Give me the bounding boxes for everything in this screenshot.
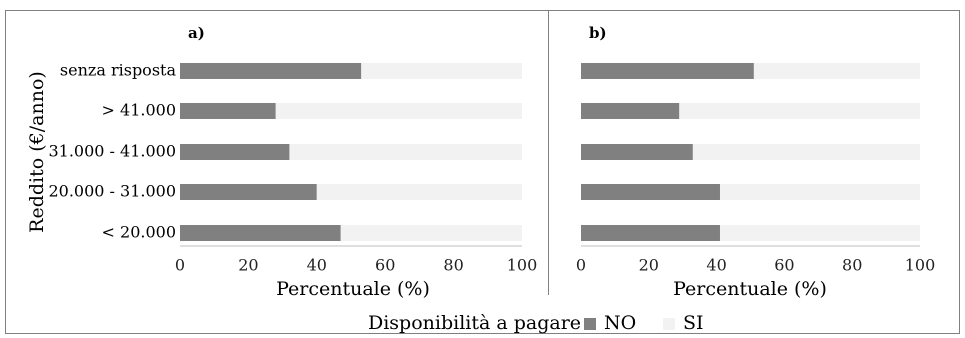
y-axis-title: Reddito (€/anno) (26, 71, 48, 233)
panel-label-2: b) (589, 24, 607, 42)
category-label-row5: < 20.000 (102, 223, 176, 242)
bar-si-panel1-row3 (289, 144, 522, 160)
bar-no-panel2-row5 (581, 225, 720, 241)
category-label-row4: 20.000 - 31.000 (48, 182, 176, 201)
bar-no-panel2-row3 (581, 144, 693, 160)
legend-swatch-no (584, 318, 596, 330)
legend-label-si: SI (683, 312, 704, 334)
x-axis-title-panel1: Percentuale (%) (276, 278, 430, 300)
x-tick-label-panel2: 80 (842, 256, 862, 275)
bar-si-panel2-row2 (679, 103, 920, 119)
bar-no-panel1-row5 (180, 225, 341, 241)
x-tick-label-panel1: 60 (375, 256, 395, 275)
bar-no-panel1-row2 (180, 103, 276, 119)
bar-si-panel1-row4 (316, 184, 522, 200)
x-tick-label-panel1: 100 (507, 256, 538, 275)
bar-no-panel2-row1 (581, 63, 754, 79)
bar-no-panel1-row4 (180, 184, 317, 200)
bar-no-panel1-row1 (180, 63, 362, 79)
bar-si-panel1-row2 (275, 103, 522, 119)
x-tick-label-panel2: 60 (774, 256, 794, 275)
panel-label-1: a) (188, 24, 205, 42)
bar-no-panel2-row2 (581, 103, 680, 119)
bar-si-panel1-row1 (361, 63, 522, 79)
bar-no-panel2-row4 (581, 184, 720, 200)
figure-frame (5, 10, 960, 334)
x-tick-label-panel2: 0 (576, 256, 586, 275)
category-label-row2: > 41.000 (102, 101, 176, 120)
legend-swatch-si (663, 318, 675, 330)
legend-title: Disponibilità a pagare (368, 312, 581, 334)
x-tick-label-panel1: 20 (238, 256, 258, 275)
bar-no-panel1-row3 (180, 144, 290, 160)
category-label-row1: senza risposta (60, 61, 177, 80)
bar-si-panel2-row3 (692, 144, 920, 160)
x-tick-label-panel2: 40 (706, 256, 726, 275)
bar-si-panel2-row4 (719, 184, 920, 200)
bar-si-panel1-row5 (340, 225, 522, 241)
x-tick-label-panel2: 20 (639, 256, 659, 275)
x-tick-label-panel2: 100 (905, 256, 936, 275)
category-label-row3: 31.000 - 41.000 (48, 142, 176, 161)
x-axis-title-panel2: Percentuale (%) (673, 278, 827, 300)
bar-si-panel2-row1 (753, 63, 920, 79)
bar-si-panel2-row5 (719, 225, 920, 241)
legend-label-no: NO (604, 312, 636, 334)
x-tick-label-panel1: 80 (443, 256, 463, 275)
x-tick-label-panel1: 0 (175, 256, 185, 275)
x-tick-label-panel1: 40 (307, 256, 327, 275)
